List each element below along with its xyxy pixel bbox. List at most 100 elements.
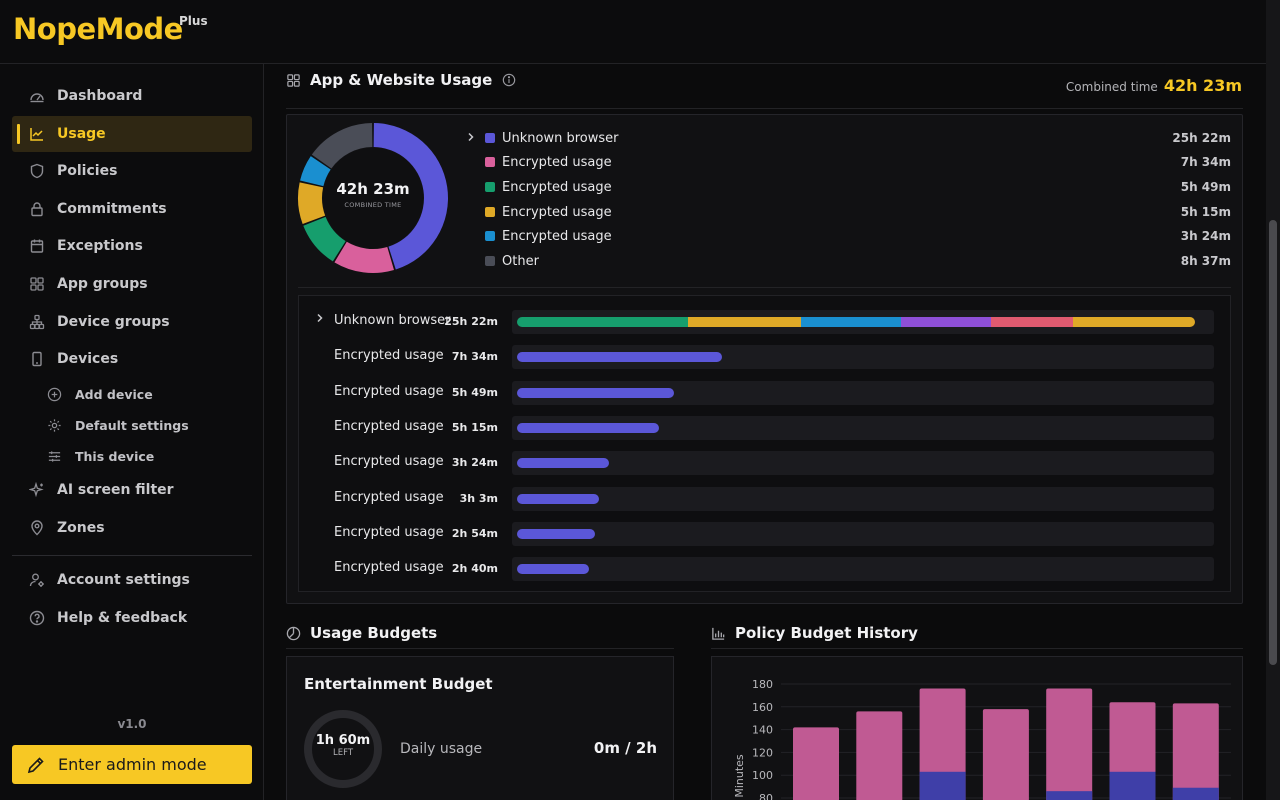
usage-section-title: App & Website Usage [286,71,516,89]
usage-bar-label: Encrypted usage [334,454,444,469]
usage-bar-row[interactable]: Encrypted usage 3h 3m [298,486,1231,511]
usage-bar-row[interactable]: Unknown browser 25h 22m [298,309,1231,334]
section-divider [711,648,1243,649]
usage-bar-time: 3h 3m [459,492,498,505]
sidebar-item-account-settings[interactable]: Account settings [12,562,252,598]
sidebar-item-dashboard[interactable]: Dashboard [12,78,252,114]
combined-time: Combined time 42h 23m [1066,76,1242,95]
sidebar-subitem-default-settings[interactable]: Default settings [46,411,189,439]
legend-duration: 5h 49m [1180,180,1231,194]
history-section-title: Policy Budget History [711,624,918,642]
history-bar-overlay[interactable] [1046,791,1093,800]
chart-line-icon [28,125,46,143]
entertainment-budget-card[interactable] [286,656,674,800]
chevron-right-icon[interactable] [315,313,325,326]
calendar-icon [28,237,46,255]
usage-bar-row[interactable]: Encrypted usage 3h 24m [298,450,1231,475]
donut-slice[interactable] [303,216,346,262]
sidebar-item-app-groups[interactable]: App groups [12,266,252,302]
sidebar-subitem-add-device[interactable]: Add device [46,380,153,408]
y-tick-label: 120 [752,746,773,759]
sparkle-icon [28,481,46,499]
usage-donut-chart [298,123,448,273]
section-divider [286,648,674,649]
legend-label: Encrypted usage [502,228,612,244]
sidebar-item-usage[interactable]: Usage [12,116,252,152]
sidebar-item-label: Commitments [57,201,167,217]
legend-duration: 25h 22m [1172,131,1231,145]
legend-row: Encrypted usage 3h 24m [466,226,1231,246]
legend-swatch [485,231,495,241]
enter-admin-mode-button[interactable]: Enter admin mode [12,745,252,784]
sidebar-item-label: App groups [57,276,148,292]
section-title-text: App & Website Usage [310,71,493,89]
usage-bar-track [512,310,1214,334]
donut-slice[interactable] [298,182,326,224]
sidebar-item-zones[interactable]: Zones [12,510,252,546]
usage-bar-row[interactable]: Encrypted usage 2h 54m [298,521,1231,546]
usage-bar-row[interactable]: Encrypted usage 7h 34m [298,344,1231,369]
sidebar-item-commitments[interactable]: Commitments [12,191,252,227]
sidebar-item-label: Usage [57,126,106,142]
usage-bar-row[interactable]: Encrypted usage 5h 15m [298,415,1231,440]
history-bar[interactable] [1046,688,1093,800]
budget-ring-label: LEFT [332,748,354,758]
scrollbar-thumb[interactable] [1269,220,1277,665]
user-gear-icon [28,571,46,589]
sidebar-item-label: Devices [57,351,119,367]
usage-bars-panel [298,295,1231,592]
budgets-section-title: Usage Budgets [286,624,437,642]
usage-bar-fill [517,388,675,398]
card-divider [298,287,1231,288]
usage-bar-time: 2h 54m [451,527,498,540]
gauge-icon [28,87,46,105]
sidebar-subitem-this-device[interactable]: This device [46,442,154,470]
history-bar[interactable] [982,709,1029,800]
usage-bar-row[interactable]: Encrypted usage 5h 49m [298,380,1231,405]
usage-bar-row[interactable]: Encrypted usage 2h 40m [298,556,1231,581]
sidebar-item-device-groups[interactable]: Device groups [12,304,252,340]
legend-duration: 3h 24m [1180,229,1231,243]
sidebar-item-exceptions[interactable]: Exceptions [12,228,252,264]
donut-center: 42h 23m COMBINED TIME [310,180,436,209]
history-bar[interactable] [1172,703,1219,800]
legend-row[interactable]: Unknown browser 25h 22m [466,128,1231,148]
history-bar-overlay[interactable] [1172,787,1219,800]
legend-label: Unknown browser [502,130,619,146]
legend-swatch [485,133,495,143]
usage-bar-time: 5h 15m [451,421,498,434]
usage-bar-fill [517,564,589,574]
history-bar[interactable] [793,727,839,800]
donut-center-label: COMBINED TIME [344,201,402,209]
history-bar-overlay[interactable] [919,771,966,800]
sidebar-item-devices[interactable]: Devices [12,341,252,377]
usage-bar-track [512,416,1214,440]
donut-slice[interactable] [300,156,331,187]
sidebar-item-help-feedback[interactable]: Help & feedback [12,600,252,636]
gear-icon [46,417,62,433]
daily-usage-label: Daily usage [400,741,483,757]
sidebar-item-label: AI screen filter [57,482,174,498]
sidebar-item-label: Policies [57,163,118,179]
usage-bar-time: 3h 24m [451,456,498,469]
sidebar-item-policies[interactable]: Policies [12,153,252,189]
sidebar-item-ai-screen-filter[interactable]: AI screen filter [12,472,252,508]
usage-bar-fill [517,529,596,539]
legend-label: Encrypted usage [502,204,612,220]
y-tick-label: 180 [752,678,773,691]
donut-slice[interactable] [311,123,373,169]
donut-hole [323,148,423,248]
page-scrollbar[interactable] [1266,0,1280,800]
budget-ring [304,710,382,788]
donut-slice[interactable] [373,123,448,270]
legend-row: Other 8h 37m [466,251,1231,271]
info-icon[interactable] [502,73,516,87]
legend-row: Encrypted usage 5h 15m [466,202,1231,222]
section-title-text: Policy Budget History [735,624,918,642]
donut-slice[interactable] [334,241,395,273]
usage-bar-label: Encrypted usage [334,419,444,434]
history-bar-overlay[interactable] [1109,771,1156,800]
sidebar-item-label: Device groups [57,314,170,330]
history-bar[interactable] [856,711,903,800]
chevron-right-icon[interactable] [466,132,478,145]
